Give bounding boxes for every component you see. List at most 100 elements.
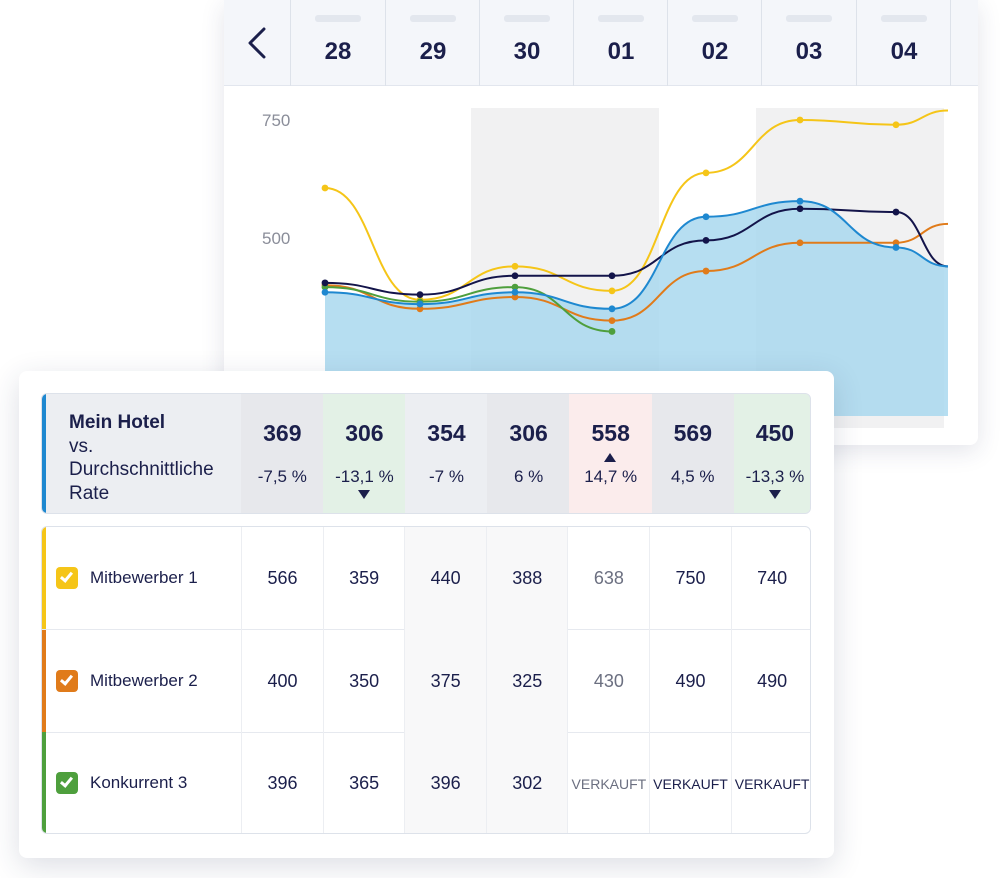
summary-subtitle-line: Rate bbox=[69, 482, 110, 504]
data-point-my_hotel[interactable] bbox=[702, 236, 710, 244]
summary-percent: -7,5 % bbox=[257, 467, 307, 486]
date-column-5[interactable]: 03 bbox=[761, 0, 855, 86]
rate-cell[interactable]: 400 bbox=[241, 629, 323, 733]
data-point-competitor3[interactable] bbox=[608, 328, 616, 335]
date-column-4[interactable]: 02 bbox=[667, 0, 761, 86]
data-point-average[interactable] bbox=[796, 197, 804, 205]
rate-cell[interactable]: 302 bbox=[485, 732, 568, 833]
data-point-competitor2[interactable] bbox=[892, 239, 900, 247]
rate-cell[interactable]: 396 bbox=[241, 732, 323, 833]
summary-value: 369 bbox=[263, 420, 302, 446]
checkmark-icon bbox=[59, 774, 74, 789]
date-label: 30 bbox=[513, 38, 541, 65]
checkmark-icon bbox=[59, 671, 74, 686]
rate-cell[interactable]: 365 bbox=[322, 732, 405, 833]
competitor-checkbox[interactable] bbox=[56, 669, 78, 692]
rate-cell[interactable]: 359 bbox=[322, 527, 405, 630]
rate-cell[interactable]: 638 bbox=[567, 527, 649, 630]
competitor-table: Mitbewerber 1 566 359 440 388 638 750 740 Mitbew… bbox=[41, 526, 811, 834]
data-point-average[interactable] bbox=[416, 300, 424, 308]
summary-percent: -13,3 % bbox=[745, 467, 805, 486]
data-point-my_hotel[interactable] bbox=[608, 272, 616, 280]
summary-value: 306 bbox=[345, 420, 384, 446]
rate-cell[interactable]: VERKAUFT bbox=[567, 732, 649, 833]
summary-cell[interactable]: 569 4,5 % bbox=[651, 394, 735, 513]
y-tick-label: 750 bbox=[262, 111, 290, 130]
rate-cell[interactable]: 350 bbox=[322, 629, 405, 733]
competitor-accent bbox=[42, 732, 46, 833]
summary-cell[interactable]: 369 -7,5 % bbox=[241, 394, 324, 513]
date-header: 28 29 30 01 02 03 04 bbox=[224, 0, 978, 86]
data-point-competitor2[interactable] bbox=[416, 305, 424, 313]
rate-cell[interactable]: 396 bbox=[404, 732, 487, 833]
data-point-competitor3[interactable] bbox=[511, 283, 519, 291]
triangle-down-icon bbox=[358, 490, 371, 499]
summary-label: Mein Hotel vs. Durchschnittliche Rate bbox=[46, 394, 241, 513]
data-point-competitor1[interactable] bbox=[321, 184, 329, 192]
data-point-average[interactable] bbox=[321, 288, 329, 296]
back-button[interactable] bbox=[224, 0, 290, 86]
rate-chart-card: 28 29 30 01 02 03 04 500 750 bbox=[224, 0, 978, 445]
date-label: 04 bbox=[890, 38, 918, 65]
rate-cell[interactable]: 440 bbox=[404, 527, 487, 630]
rate-line-chart: 500 750 bbox=[262, 108, 949, 428]
checkmark-icon bbox=[59, 569, 74, 583]
date-column-2[interactable]: 30 bbox=[479, 0, 573, 86]
rate-cell[interactable]: VERKAUFT bbox=[730, 732, 810, 833]
competitor-row: Konkurrent 3 396 365 396 302 VERKAUFT VERKAUFT… bbox=[42, 732, 810, 833]
date-label: 29 bbox=[419, 38, 447, 65]
rate-table-card: Mein Hotel vs. Durchschnittliche Rate 36… bbox=[19, 371, 834, 858]
rate-cell[interactable]: 566 bbox=[241, 527, 323, 630]
summary-cell[interactable]: 306 -13,1 % bbox=[323, 394, 406, 513]
rate-cell[interactable]: 750 bbox=[649, 527, 731, 630]
data-point-my_hotel[interactable] bbox=[416, 291, 424, 299]
competitor-name: Mitbewerber 2 bbox=[90, 670, 198, 690]
summary-value: 354 bbox=[427, 420, 466, 446]
rate-cell[interactable]: 388 bbox=[485, 527, 568, 630]
competitor-checkbox[interactable] bbox=[56, 567, 78, 589]
data-point-my_hotel[interactable] bbox=[796, 205, 804, 213]
summary-subtitle-line: Durchschnittliche bbox=[69, 459, 214, 480]
rate-cell[interactable]: 375 bbox=[404, 629, 487, 733]
rate-cell[interactable]: 325 bbox=[485, 629, 568, 733]
summary-cell[interactable]: 558 14,7 % bbox=[569, 394, 652, 513]
data-point-competitor1[interactable] bbox=[608, 287, 616, 295]
rate-cell[interactable]: 490 bbox=[730, 629, 810, 733]
series-line-competitor3 bbox=[324, 286, 613, 333]
y-tick-label: 500 bbox=[262, 229, 290, 248]
data-point-average[interactable] bbox=[892, 244, 900, 251]
date-column-1[interactable]: 29 bbox=[385, 0, 479, 86]
data-point-competitor1[interactable] bbox=[702, 169, 710, 177]
competitor-accent bbox=[42, 629, 46, 732]
series-line-average bbox=[324, 200, 949, 310]
rate-cell[interactable]: VERKAUFT bbox=[649, 732, 731, 833]
date-label: 02 bbox=[701, 38, 729, 65]
rate-cell[interactable]: 490 bbox=[649, 629, 731, 733]
date-label: 28 bbox=[324, 38, 352, 65]
date-column-3[interactable]: 01 bbox=[573, 0, 667, 86]
data-point-competitor1[interactable] bbox=[796, 116, 804, 124]
data-point-average[interactable] bbox=[608, 305, 616, 313]
data-point-competitor2[interactable] bbox=[608, 317, 616, 324]
rate-cell[interactable]: 430 bbox=[567, 629, 649, 733]
data-point-competitor1[interactable] bbox=[511, 262, 519, 270]
summary-cell[interactable]: 354 -7 % bbox=[405, 394, 488, 513]
data-point-competitor2[interactable] bbox=[702, 267, 710, 275]
summary-percent: 6 % bbox=[513, 467, 544, 486]
data-point-my_hotel[interactable] bbox=[892, 208, 900, 216]
data-point-average[interactable] bbox=[702, 213, 710, 221]
date-column-0[interactable]: 28 bbox=[290, 0, 384, 86]
rate-cell[interactable]: 740 bbox=[730, 527, 810, 630]
data-point-competitor2[interactable] bbox=[511, 293, 519, 301]
competitor-checkbox[interactable] bbox=[56, 772, 78, 795]
data-point-competitor2[interactable] bbox=[796, 239, 804, 247]
data-point-average[interactable] bbox=[511, 288, 519, 296]
chevron-left-icon bbox=[248, 27, 266, 59]
data-point-my_hotel[interactable] bbox=[511, 272, 519, 280]
summary-cell[interactable]: 306 6 % bbox=[487, 394, 570, 513]
summary-cell[interactable]: 450 -13,3 % bbox=[733, 394, 810, 513]
date-column-6[interactable]: 04 bbox=[856, 0, 950, 86]
data-point-competitor1[interactable] bbox=[892, 121, 900, 129]
data-point-my_hotel[interactable] bbox=[321, 279, 329, 287]
summary-value: 558 bbox=[591, 420, 630, 446]
